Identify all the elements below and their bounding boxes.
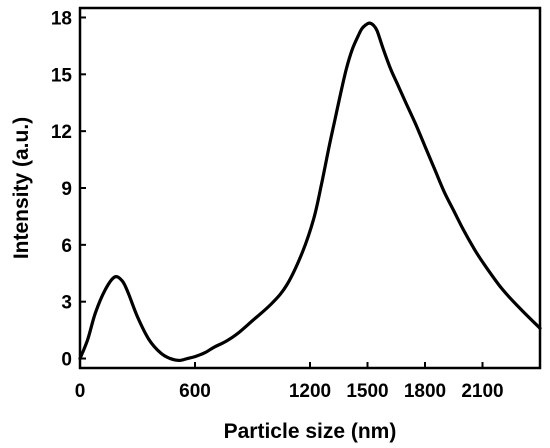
intensity-curve	[78, 21, 542, 363]
y-tick-label: 9	[61, 179, 72, 200]
y-tick-label: 6	[61, 236, 72, 257]
y-tick-label: 15	[51, 65, 73, 86]
x-axis-title: Particle size (nm)	[224, 420, 397, 443]
x-tick-label: 600	[179, 381, 211, 402]
x-tick-label: 1800	[404, 381, 446, 402]
x-tick-label: 1200	[289, 381, 331, 402]
y-axis-ticks: 0 3 6 9 12 15 18	[51, 8, 86, 371]
plot-frame	[78, 6, 542, 370]
x-tick-label: 0	[75, 381, 86, 402]
y-tick-label: 12	[51, 122, 72, 143]
y-tick-label: 18	[51, 8, 72, 29]
x-tick-label: 1500	[346, 381, 388, 402]
x-tick-label: 2100	[461, 381, 503, 402]
y-tick-label: 3	[61, 293, 72, 314]
y-tick-label: 0	[61, 350, 72, 371]
y-axis-title: Intensity (a.u.)	[10, 117, 33, 259]
